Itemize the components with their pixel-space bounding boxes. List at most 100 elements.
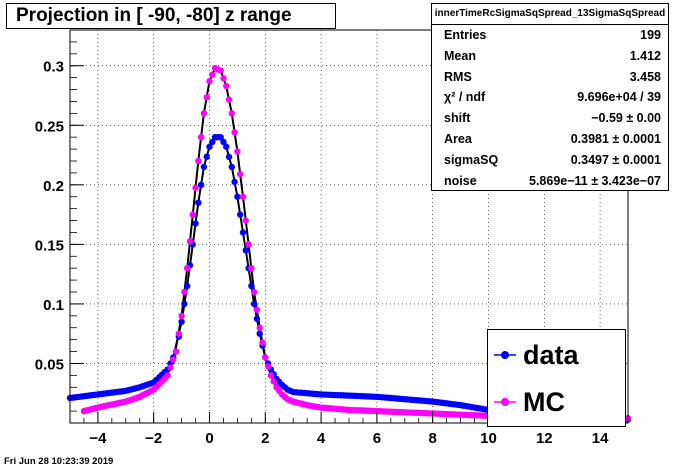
x-tick-label: −4: [89, 430, 107, 447]
stats-key: RMS: [444, 69, 472, 84]
stats-row-rms: RMS 3.458: [432, 67, 668, 88]
stats-key: χ² / ndf: [444, 90, 486, 105]
series-point-mc: [262, 354, 269, 361]
y-tick-label: 0.3: [43, 59, 64, 76]
series-point-mc: [242, 217, 249, 224]
legend-marker-mc: [494, 398, 516, 406]
legend-marker-data: [494, 351, 516, 359]
series-point-mc: [203, 94, 210, 101]
series-point-data: [242, 247, 249, 254]
series-point-mc: [228, 110, 236, 117]
series-point-mc: [178, 312, 185, 320]
series-point-mc: [259, 339, 266, 346]
stats-value: 9.696e+04 / 39: [577, 90, 661, 105]
stats-value: 3.458: [629, 69, 661, 84]
series-point-mc: [256, 324, 263, 331]
legend: data MC: [487, 329, 626, 427]
series-point-data: [192, 220, 199, 227]
series-point-mc: [167, 364, 174, 371]
stats-row-shift: shift −0.59 ± 0.00: [432, 108, 668, 129]
series-point-data: [253, 315, 261, 322]
stats-value: 5.869e−11 ± 3.423e−07: [529, 173, 661, 188]
stats-box: innerTimeRcSigmaSqSpread_13SigmaSqSpread…: [431, 3, 669, 191]
x-tick-label: 4: [317, 430, 326, 447]
stats-key: Mean: [444, 48, 476, 63]
series-point-mc: [225, 96, 233, 103]
stats-row-noise: noise 5.869e−11 ± 3.423e−07: [432, 171, 668, 192]
series-point-mc: [181, 288, 188, 296]
series-point-mc: [253, 306, 261, 314]
y-tick-label: 0.25: [35, 118, 64, 135]
y-tick-label: 0.15: [35, 237, 64, 254]
legend-label-data: data: [523, 340, 579, 370]
legend-entry-mc: MC: [488, 382, 625, 422]
x-tick-label: −2: [145, 430, 162, 447]
series-point-data: [239, 229, 247, 236]
series-point-mc: [250, 288, 258, 296]
series-point-mc: [189, 211, 196, 218]
axes: −4 −2 0 2 4 6 8 10 12 14 0.05 0.1 0.15 0.2 0.25 0.3: [35, 41, 629, 447]
series-point-mc: [172, 348, 180, 355]
series-point-data: [220, 138, 227, 146]
stats-value: 0.3497 ± 0.0001: [570, 152, 661, 167]
series-point-data: [195, 199, 202, 206]
series-point-data: [197, 181, 205, 189]
series-point-data: [248, 282, 255, 290]
series-point-data: [217, 133, 224, 141]
legend-entry-data: data: [488, 335, 625, 375]
stats-row-chi2: χ² / ndf 9.696e+04 / 39: [432, 87, 668, 108]
series-point-data: [250, 300, 258, 308]
legend-label-mc: MC: [523, 387, 565, 417]
y-tick-label: 0.1: [43, 297, 64, 314]
stats-row-sigmasq: sigmaSQ 0.3497 ± 0.0001: [432, 150, 668, 171]
stats-key: Entries: [444, 28, 487, 42]
stats-row-area: Area 0.3981 ± 0.0001: [432, 129, 668, 150]
x-tick-label: 2: [261, 430, 269, 447]
series-point-data: [256, 330, 263, 337]
stats-key: Area: [444, 131, 472, 146]
series-point-data: [225, 153, 233, 161]
series-point-mc: [220, 75, 227, 82]
series-point-data: [200, 163, 208, 171]
y-tick-label: 0.2: [43, 178, 64, 195]
series-point-mc: [192, 184, 199, 191]
series-point-mc: [234, 148, 241, 155]
series-point-mc: [248, 264, 255, 272]
series-point-data: [181, 300, 188, 308]
x-tick-label: 6: [373, 430, 381, 447]
series-point-data: [209, 138, 216, 146]
series-point-data: [236, 211, 244, 218]
stats-key: noise: [444, 173, 477, 188]
series-point-mc: [170, 356, 177, 363]
series-point-mc: [217, 67, 224, 74]
series-point-mc: [270, 378, 277, 385]
series-point-data: [178, 318, 185, 325]
y-tick-label: 0.05: [35, 356, 64, 373]
series-point-mc: [206, 78, 213, 85]
series-point-mc: [239, 193, 247, 200]
series-point-mc: [267, 372, 275, 379]
series-point-mc: [175, 330, 183, 337]
stats-value: 0.3981 ± 0.0001: [570, 131, 661, 146]
series-point-mc: [264, 363, 272, 370]
stats-row-mean: Mean 1.412: [432, 46, 668, 67]
series-point-data: [183, 282, 191, 290]
series-point-mc: [209, 71, 216, 78]
stats-value: 199: [640, 28, 661, 42]
series-point-data: [223, 143, 230, 150]
series-point-data: [231, 178, 238, 186]
series-point-mc: [200, 110, 208, 117]
series-point-mc: [231, 129, 238, 136]
series-point-mc: [186, 238, 194, 245]
x-tick-label: 0: [205, 430, 213, 447]
stats-row-entries: Entries 199: [432, 25, 668, 46]
timestamp: Fri Jun 28 10:23:39 2019: [4, 456, 114, 467]
stats-key: shift: [444, 111, 471, 126]
series-point-data: [206, 143, 213, 150]
series-point-mc: [164, 372, 171, 379]
series-point-mc: [223, 82, 230, 90]
series-point-data: [203, 153, 210, 161]
grid: [70, 30, 628, 423]
x-tick-label: 10: [480, 430, 497, 447]
x-tick-label: 12: [536, 430, 553, 447]
